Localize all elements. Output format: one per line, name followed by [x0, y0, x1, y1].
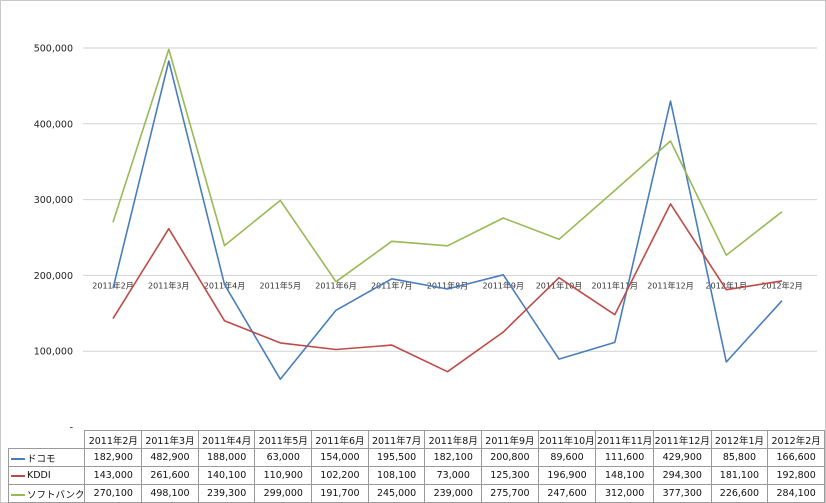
- table-cell: 270,100: [84, 484, 143, 503]
- series-line: [112, 60, 783, 381]
- table-cell: 200,800: [481, 448, 539, 467]
- table-cell: 377,300: [652, 484, 712, 503]
- table-cell: 111,600: [595, 448, 654, 467]
- table-cell: 182,100: [424, 448, 483, 467]
- y-axis-tick-labels: - 100,000 200,000 300,000 400,000 500,000: [34, 44, 73, 432]
- table-cell: 182,900: [84, 448, 143, 467]
- y-tick-label: -: [70, 423, 73, 432]
- table-column-header: 2012年1月: [710, 430, 769, 449]
- x-tick-label: 2011年3月: [148, 280, 189, 290]
- table-cell: 239,300: [197, 484, 256, 503]
- legend-label: ソフトバンク: [27, 489, 85, 501]
- legend-entry: ドコモ: [7, 448, 86, 467]
- data-table: 2011年2月 2011年3月 2011年4月 2011年5月 2011年6月 2011年…: [7, 430, 825, 503]
- y-tick-label: 300,000: [34, 195, 73, 206]
- table-column-header: 2011年5月: [254, 430, 313, 449]
- x-tick-label: 2011年12月: [647, 280, 694, 290]
- table-cell: 482,900: [141, 448, 199, 467]
- x-tick-label: 2011年5月: [260, 280, 301, 290]
- series-line: [112, 203, 783, 373]
- legend-label: KDDI: [27, 470, 51, 481]
- table-column-header: 2011年6月: [311, 430, 369, 449]
- table-cell: 181,100: [710, 466, 769, 485]
- legend-label: ドコモ: [27, 453, 56, 465]
- legend-key: [11, 458, 25, 460]
- table-cell: 108,100: [367, 466, 426, 485]
- table-cell: 294,300: [652, 466, 712, 485]
- table-column-header: 2011年2月: [84, 430, 143, 449]
- table-cell: 191,700: [311, 484, 369, 503]
- legend-entry: ソフトバンク: [7, 484, 86, 503]
- table-cell: 261,600: [141, 466, 199, 485]
- table-column-header: 2011年3月: [141, 430, 199, 449]
- series-line: [112, 48, 783, 283]
- table-cell: 140,100: [197, 466, 256, 485]
- series-lines: [112, 48, 783, 381]
- table-cell: 73,000: [424, 466, 483, 485]
- table-row: ドコモ 182,900 482,900 188,000 63,000 154,000 195…: [7, 448, 825, 467]
- gridlines: [83, 47, 817, 352]
- table-header-row: 2011年2月 2011年3月 2011年4月 2011年5月 2011年6月 2011年…: [8, 430, 825, 449]
- x-tick-label: 2011年10月: [536, 280, 583, 290]
- table-column-header: 2011年12月: [652, 430, 712, 449]
- legend-key: [11, 494, 25, 496]
- y-tick-label: 200,000: [34, 271, 73, 282]
- table-cell: 429,900: [652, 448, 712, 467]
- table-cell: 125,300: [481, 466, 539, 485]
- x-tick-label: 2011年11月: [591, 280, 638, 290]
- y-tick-label: 400,000: [34, 119, 73, 130]
- x-tick-label: 2011年6月: [315, 280, 356, 290]
- table-row: ソフトバンク 270,100 498,100 239,300 299,000 191,70…: [7, 484, 825, 503]
- table-cell: 247,600: [537, 484, 597, 503]
- table-column-header: 2011年11月: [595, 430, 654, 449]
- table-cell: 275,700: [481, 484, 539, 503]
- table-cell: 245,000: [367, 484, 426, 503]
- table-cell: 239,000: [424, 484, 483, 503]
- table-cell: 85,800: [710, 448, 769, 467]
- y-tick-label: 500,000: [34, 44, 73, 55]
- table-column-header: 2011年4月: [197, 430, 256, 449]
- legend-entry: KDDI: [7, 466, 86, 485]
- table-cell: 110,900: [254, 466, 313, 485]
- table-cell: 226,600: [710, 484, 769, 503]
- table-cell: 89,600: [537, 448, 597, 467]
- table-cell: 143,000: [84, 466, 143, 485]
- table-cell: 166,600: [767, 448, 825, 467]
- x-tick-label: 2011年8月: [427, 280, 468, 290]
- x-tick-label: 2011年9月: [483, 280, 524, 290]
- table-column-header: 2011年10月: [537, 430, 597, 449]
- table-column-header: 2011年8月: [424, 430, 483, 449]
- table-corner: [8, 430, 86, 449]
- table-cell: 148,100: [595, 466, 654, 485]
- table-cell: 284,100: [767, 484, 825, 503]
- table-cell: 192,800: [767, 466, 825, 485]
- table-cell: 102,200: [311, 466, 369, 485]
- table-cell: 188,000: [197, 448, 256, 467]
- table-cell: 195,500: [367, 448, 426, 467]
- line-chart: - 100,000 200,000 300,000 400,000 500,000 201…: [34, 44, 817, 432]
- x-tick-label: 2012年1月: [706, 280, 747, 290]
- table-cell: 312,000: [595, 484, 654, 503]
- x-tick-label: 2012年2月: [761, 280, 802, 290]
- y-tick-label: 100,000: [34, 347, 73, 358]
- table-column-header: 2011年9月: [481, 430, 539, 449]
- table-column-header: 2012年2月: [767, 430, 825, 449]
- table-column-header: 2011年7月: [367, 430, 426, 449]
- table-row: KDDI 143,000 261,600 140,100 110,900 102,200 1…: [7, 466, 825, 485]
- table-cell: 63,000: [254, 448, 313, 467]
- table-cell: 154,000: [311, 448, 369, 467]
- table-cell: 498,100: [141, 484, 199, 503]
- table-cell: 299,000: [254, 484, 313, 503]
- legend-key: [11, 474, 25, 477]
- table-cell: 196,900: [537, 466, 597, 485]
- x-tick-label: 2011年7月: [371, 280, 412, 290]
